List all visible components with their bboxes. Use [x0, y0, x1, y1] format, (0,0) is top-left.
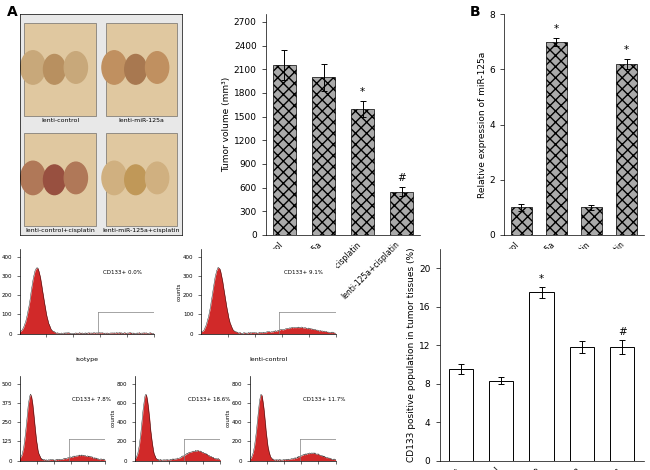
- Bar: [106, 133, 177, 226]
- Bar: [25, 23, 96, 116]
- Text: *: *: [554, 24, 559, 34]
- Text: lenti-miR-125a: lenti-miR-125a: [118, 118, 164, 123]
- Text: B: B: [469, 5, 480, 19]
- Circle shape: [21, 51, 46, 84]
- Circle shape: [102, 161, 127, 195]
- Y-axis label: Relative expression of miR-125a: Relative expression of miR-125a: [478, 51, 487, 198]
- Circle shape: [44, 165, 66, 195]
- Text: lenti-control: lenti-control: [41, 118, 79, 123]
- Bar: [390, 192, 413, 235]
- Text: #: #: [618, 327, 627, 337]
- Text: CD133+ 0.0%: CD133+ 0.0%: [103, 270, 142, 275]
- Text: lenti-control+cisplatin: lenti-control+cisplatin: [25, 228, 95, 234]
- Bar: [610, 347, 634, 461]
- Bar: [449, 369, 473, 461]
- Bar: [489, 381, 514, 461]
- Circle shape: [146, 162, 169, 194]
- Circle shape: [125, 55, 147, 84]
- Bar: [273, 65, 296, 235]
- Bar: [25, 133, 96, 226]
- Bar: [546, 42, 567, 235]
- Text: *: *: [624, 45, 629, 55]
- Bar: [510, 207, 532, 235]
- Text: isotype: isotype: [75, 357, 98, 362]
- Bar: [581, 207, 602, 235]
- Circle shape: [64, 52, 88, 83]
- Text: lenti-control: lenti-control: [249, 357, 287, 362]
- Y-axis label: counts: counts: [226, 409, 231, 428]
- Y-axis label: CD133 positive population in tumor tissues (%): CD133 positive population in tumor tissu…: [408, 248, 416, 462]
- Circle shape: [125, 165, 147, 195]
- Circle shape: [21, 161, 46, 195]
- Y-axis label: counts: counts: [111, 409, 115, 428]
- Y-axis label: counts: counts: [177, 282, 181, 301]
- Circle shape: [102, 51, 127, 84]
- Y-axis label: Tumor volume (mm³): Tumor volume (mm³): [222, 77, 231, 172]
- Circle shape: [44, 55, 66, 84]
- Bar: [570, 347, 594, 461]
- Bar: [351, 109, 374, 235]
- Text: *: *: [360, 87, 365, 97]
- Text: *: *: [539, 274, 544, 284]
- Text: CD133+ 9.1%: CD133+ 9.1%: [285, 270, 323, 275]
- Circle shape: [146, 52, 169, 83]
- Text: lenti-miR-125a+cisplatin: lenti-miR-125a+cisplatin: [103, 228, 180, 234]
- Text: CD133+ 11.7%: CD133+ 11.7%: [303, 397, 346, 402]
- Bar: [106, 23, 177, 116]
- Text: CD133+ 18.6%: CD133+ 18.6%: [188, 397, 230, 402]
- Bar: [530, 292, 554, 461]
- Bar: [312, 77, 335, 235]
- Bar: [616, 64, 637, 235]
- Text: A: A: [6, 5, 18, 19]
- Circle shape: [64, 162, 88, 194]
- Text: #: #: [397, 173, 406, 183]
- Text: CD133+ 7.8%: CD133+ 7.8%: [72, 397, 111, 402]
